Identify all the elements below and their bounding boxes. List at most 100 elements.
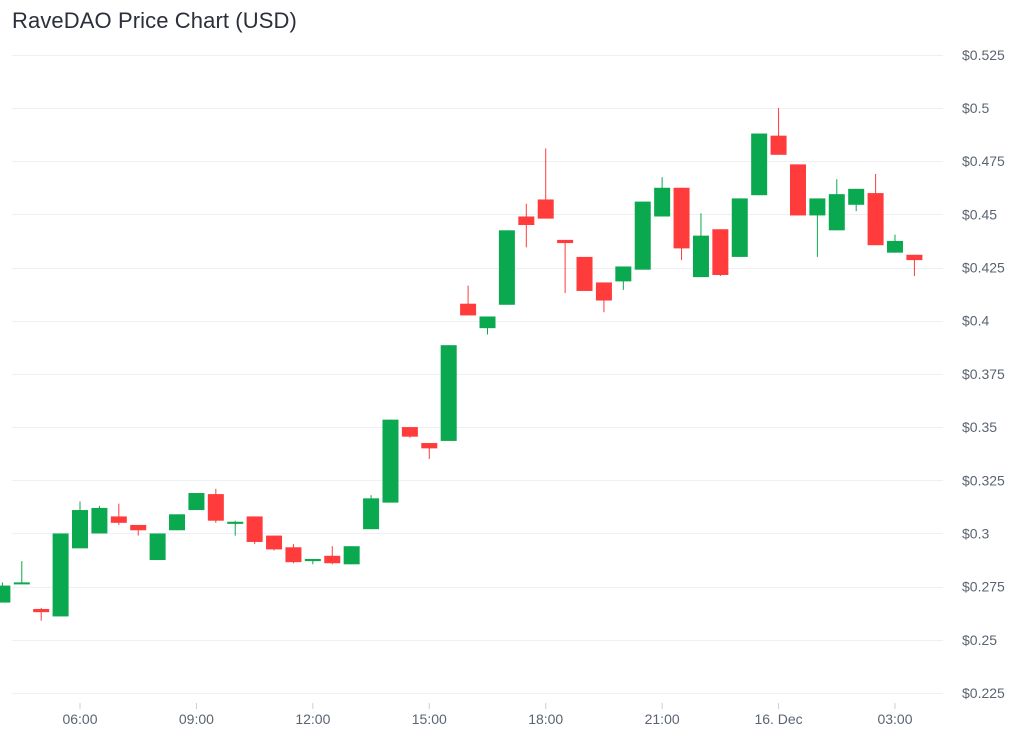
candle-body [363,498,380,530]
candle-down[interactable] [789,164,806,216]
candle-body [634,201,651,270]
candle-body [13,582,30,585]
candle-body [712,229,729,275]
candle-up[interactable] [887,234,903,253]
candle-down[interactable] [770,108,787,155]
candle-body [130,524,147,531]
candle-up[interactable] [634,201,651,270]
y-tick-label: $0.375 [962,366,1005,382]
candle-body [246,516,263,542]
candle-body [498,230,515,305]
candle-body [576,256,593,291]
candle-down[interactable] [595,282,612,313]
y-tick-label: $0.25 [962,632,997,648]
candle-body [615,266,632,282]
candle-down[interactable] [557,239,574,294]
candle-up[interactable] [188,493,205,511]
candle-up[interactable] [13,561,30,585]
y-axis: $0.525 $0.5 $0.475 $0.45 $0.425 $0.4 $0.375 $0.… [962,47,1005,701]
candle-up[interactable] [751,133,768,196]
candle-body [867,193,884,246]
candle-up[interactable] [72,501,88,549]
candle-up[interactable] [52,533,69,617]
candle-up[interactable] [0,582,11,603]
candle-up[interactable] [343,546,360,565]
candle-up[interactable] [654,177,671,217]
candle-body [518,216,535,225]
x-tick-label: 09:00 [179,711,214,727]
candle-up[interactable] [498,230,515,305]
candle-body [266,535,283,550]
candle-body [906,254,923,261]
candle-down[interactable] [285,544,302,564]
candle-body [324,555,341,564]
candle-body [789,164,806,216]
candle-down[interactable] [110,503,127,525]
x-tick-label: 16. Dec [754,711,802,727]
candle-down[interactable] [266,535,283,551]
candle-body [557,239,574,244]
candle-up[interactable] [382,419,399,503]
candle-down[interactable] [324,546,341,565]
candle-down[interactable] [421,443,438,459]
candle-down[interactable] [33,607,50,621]
candle-body [421,443,438,449]
candle-down[interactable] [518,203,535,248]
candle-down[interactable] [673,187,690,261]
x-tick-label: 15:00 [412,711,447,727]
candle-body [33,608,50,613]
candle-down[interactable] [207,488,224,523]
candle-up[interactable] [848,188,865,212]
candle-up[interactable] [615,266,632,290]
y-tick-label: $0.45 [962,206,997,222]
candle-down[interactable] [537,148,554,219]
x-axis: 06:00 09:00 12:00 15:00 18:00 21:00 16. Dec 03:… [62,703,913,727]
candle-up[interactable] [440,345,457,441]
candle-body [848,188,865,205]
candle-up[interactable] [692,213,709,278]
candle-up[interactable] [169,514,186,531]
chart-title: RaveDAO Price Chart (USD) [12,8,297,33]
x-tick-label: 06:00 [62,711,97,727]
x-tick-label: 18:00 [528,711,563,727]
candle-up[interactable] [809,198,826,257]
candle-up[interactable] [227,520,244,536]
candle-up[interactable] [479,316,496,335]
y-tick-label: $0.225 [962,685,1005,701]
candle-down[interactable] [906,254,923,277]
candle-body [52,533,69,617]
candle-body [91,507,108,534]
candle-up[interactable] [149,533,166,561]
candle-down[interactable] [246,516,263,545]
candle-up[interactable] [828,179,845,231]
candle-body [460,303,477,316]
candle-down[interactable] [130,524,147,536]
y-tick-label: $0.275 [962,579,1005,595]
y-tick-label: $0.325 [962,472,1005,488]
candle-down[interactable] [712,229,729,277]
candle-up[interactable] [363,495,380,530]
x-tick-label: 12:00 [295,711,330,727]
candle-body [654,187,671,217]
candle-down[interactable] [576,256,593,291]
y-tick-label: $0.35 [962,419,997,435]
candle-body [169,514,186,531]
candle-up[interactable] [91,505,108,534]
candle-down[interactable] [460,285,477,316]
candle-body [304,558,321,562]
candle-body [479,316,496,329]
candle-down[interactable] [867,173,884,246]
candle-body [537,199,554,219]
candle-down[interactable] [401,427,418,438]
candle-up[interactable] [731,198,748,257]
candle-body [207,494,224,521]
candle-body [401,427,418,437]
candle-body [227,521,244,524]
grid-lines [12,55,943,694]
candle-up[interactable] [304,558,321,565]
candle-body [692,235,709,278]
candle-body [343,546,360,565]
candle-body [751,133,768,196]
y-tick-label: $0.525 [962,47,1005,63]
